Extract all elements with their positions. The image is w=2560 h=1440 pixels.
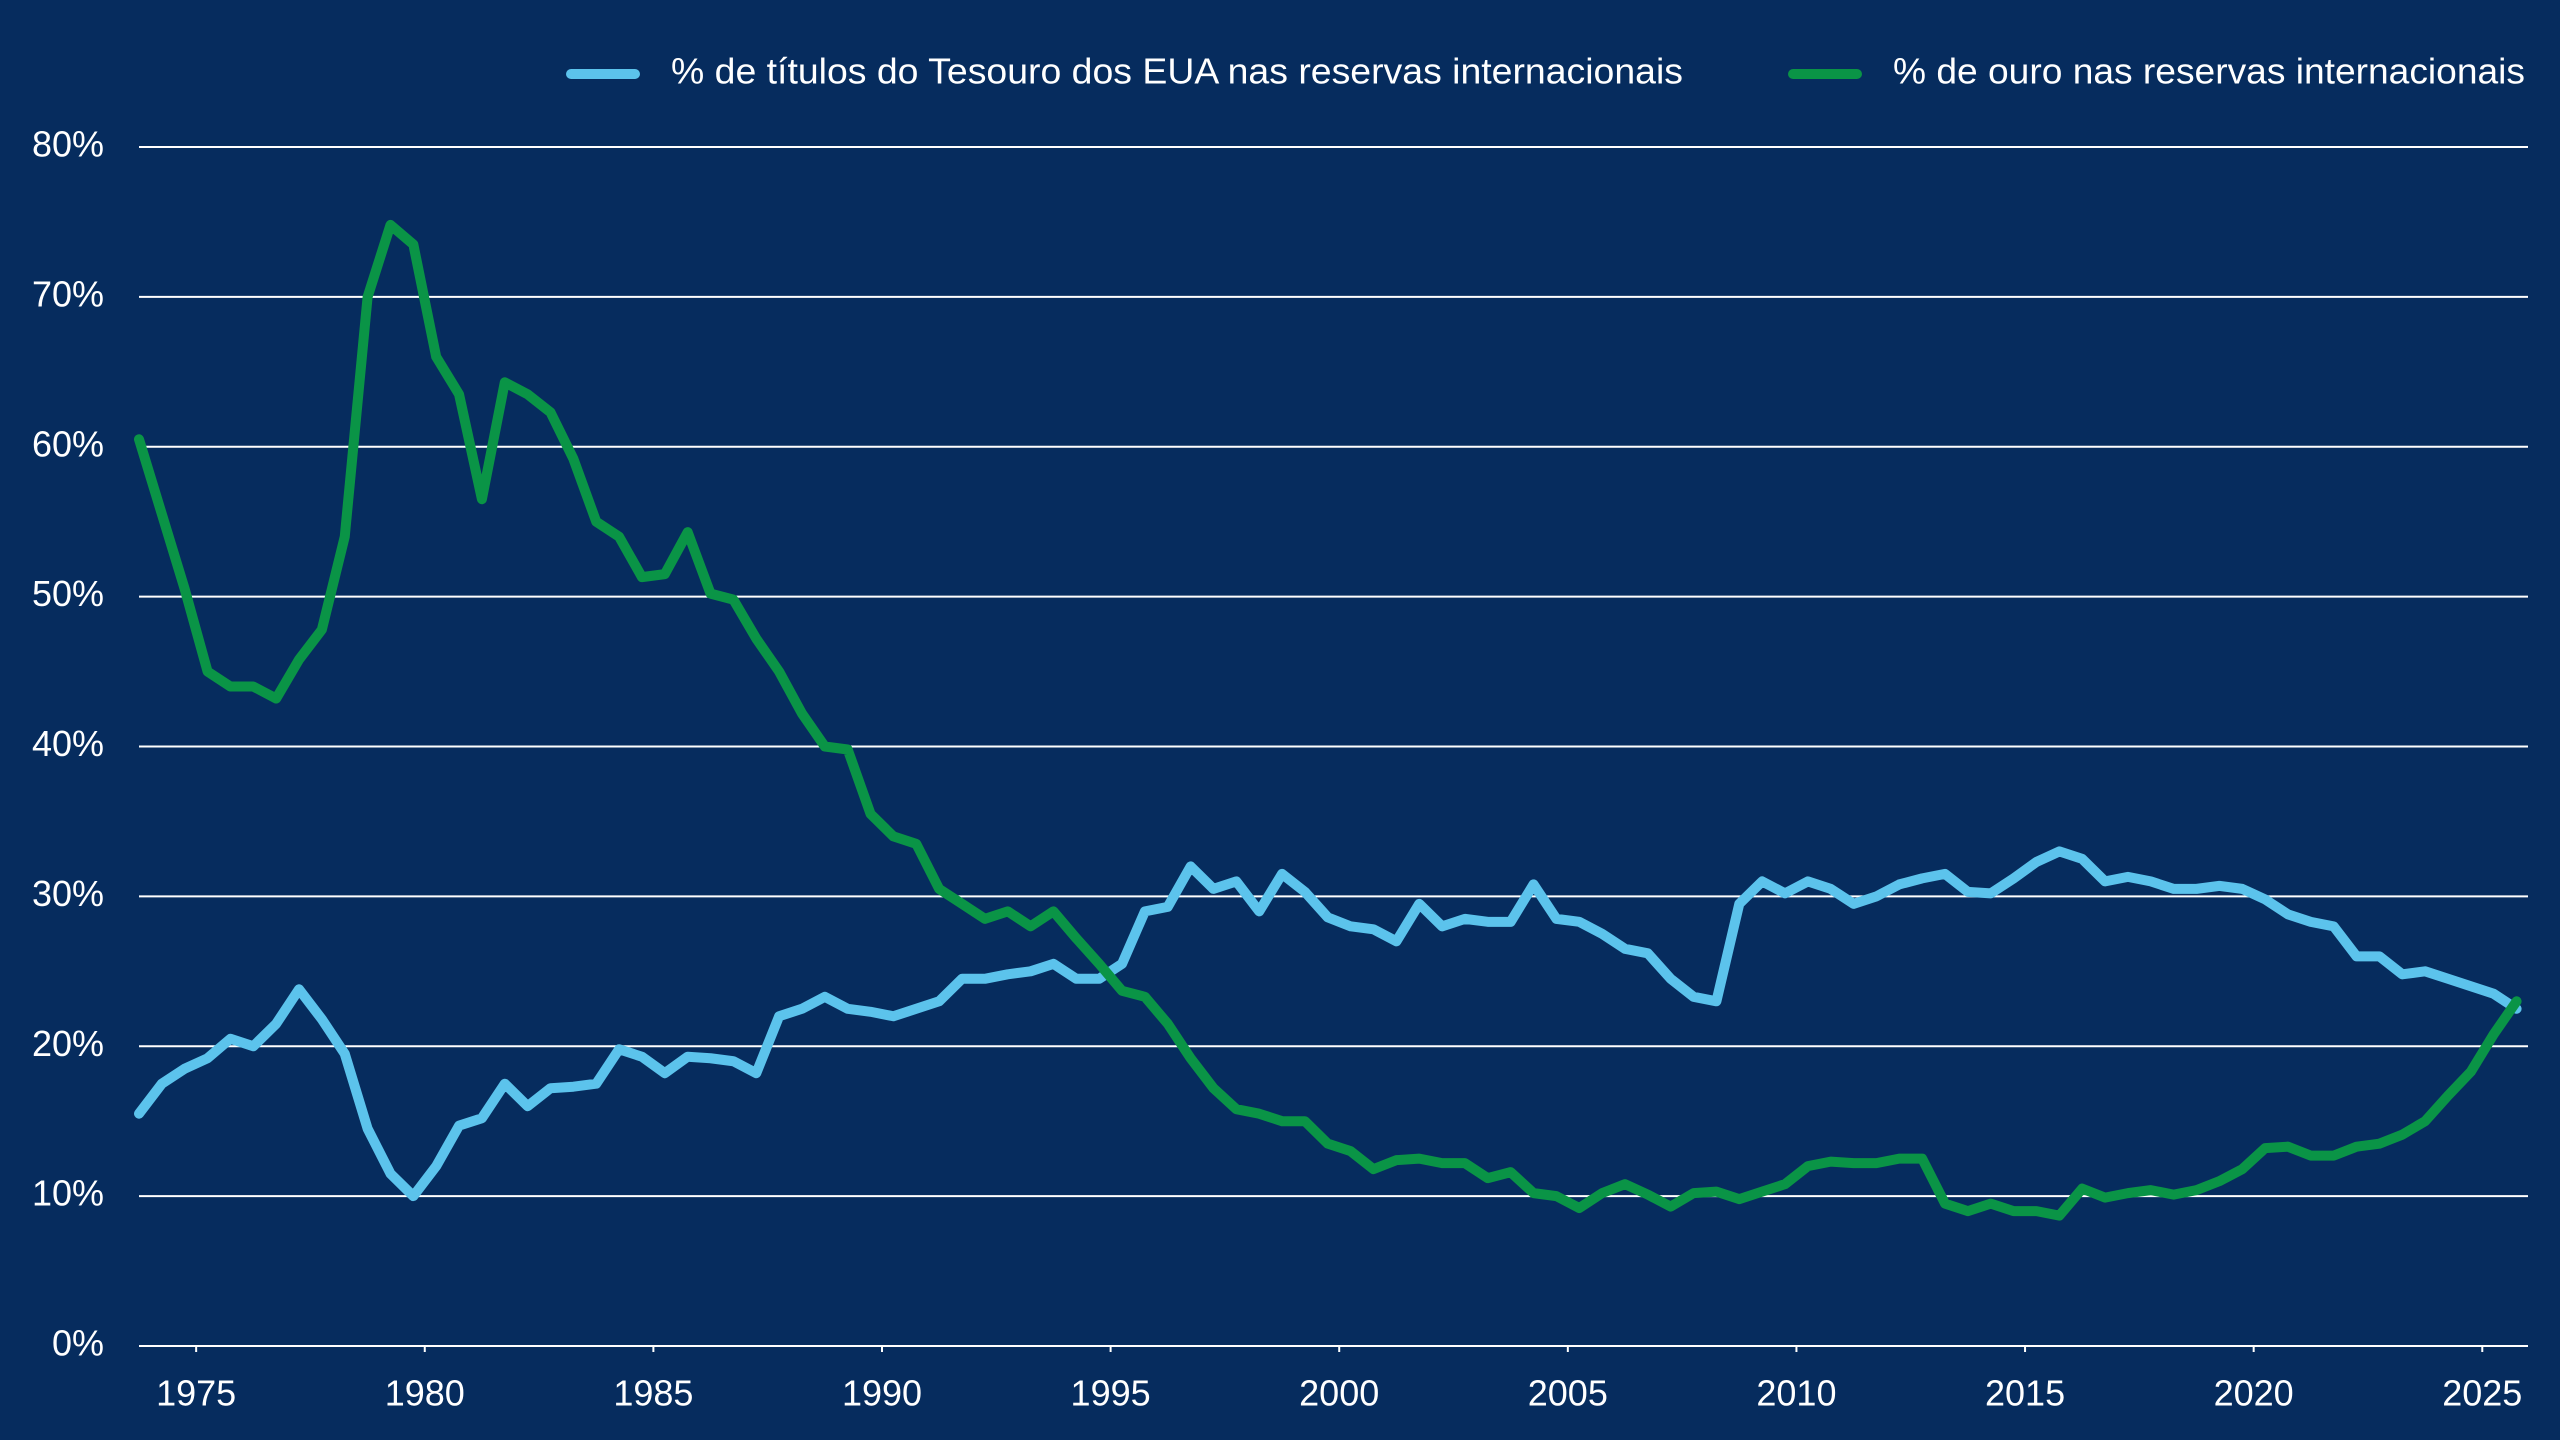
- x-tick-label: 2015: [1985, 1373, 2065, 1414]
- x-tick-label: 1995: [1071, 1373, 1151, 1414]
- y-tick-label: 50%: [32, 573, 104, 614]
- series-line: [134, 219, 2522, 1221]
- y-tick-label: 70%: [32, 273, 104, 314]
- x-tick-label: 1990: [842, 1373, 922, 1414]
- x-tick-label: 1985: [613, 1373, 693, 1414]
- y-tick-label: 40%: [32, 723, 104, 764]
- x-tick-label: 2025: [2442, 1373, 2522, 1414]
- series-line: [134, 846, 2522, 1202]
- y-tick-label: 0%: [52, 1323, 104, 1364]
- x-tick-label: 2005: [1528, 1373, 1608, 1414]
- y-tick-label: 60%: [32, 423, 104, 464]
- y-tick-label: 30%: [32, 873, 104, 914]
- x-tick-label: 2010: [1756, 1373, 1836, 1414]
- x-tick-label: 1980: [385, 1373, 465, 1414]
- legend-label: % de títulos do Tesouro dos EUA nas rese…: [671, 51, 1683, 92]
- x-tick-label: 2000: [1299, 1373, 1379, 1414]
- legend-label: % de ouro nas reservas internacionais: [1893, 51, 2525, 92]
- x-tick-label: 2020: [2214, 1373, 2294, 1414]
- y-tick-label: 20%: [32, 1023, 104, 1064]
- y-tick-label: 10%: [32, 1173, 104, 1214]
- x-tick-label: 1975: [156, 1373, 236, 1414]
- y-tick-label: 80%: [32, 124, 104, 165]
